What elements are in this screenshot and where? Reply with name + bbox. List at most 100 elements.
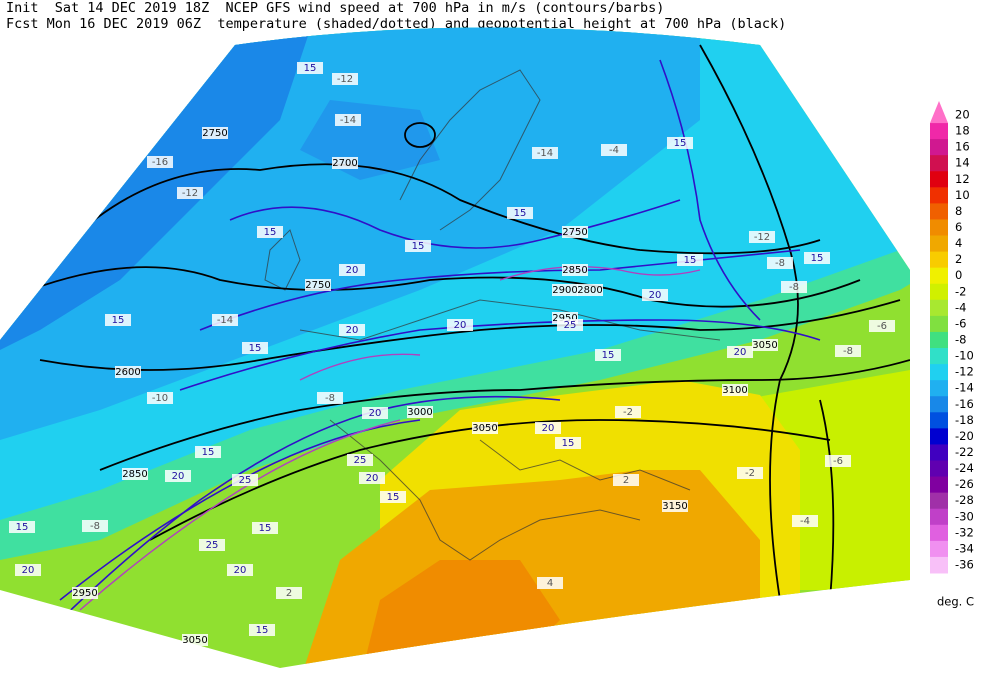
label-box [749, 231, 775, 243]
label-box [752, 339, 778, 351]
map-label: 20 [535, 422, 561, 434]
map-label: 15 [195, 446, 221, 458]
wind-label: 15 [249, 343, 262, 354]
map-label: 20 [15, 564, 41, 576]
map-label: 20 [165, 470, 191, 482]
label-box [249, 624, 275, 636]
map-label: -16 [147, 156, 173, 168]
label-box [332, 157, 358, 169]
map-label: 15 [380, 491, 406, 503]
label-box [532, 147, 558, 159]
colorbar-label: -28 [955, 493, 974, 507]
label-box [535, 422, 561, 434]
map-label: 15 [507, 207, 533, 219]
label-box [537, 577, 563, 589]
map-label: 20 [447, 319, 473, 331]
height-label: 2850 [122, 469, 147, 480]
colorbar-label: 20 [955, 108, 970, 122]
label-box [359, 472, 385, 484]
colorbar-swatch [930, 251, 948, 269]
label-box [737, 467, 763, 479]
label-box [562, 264, 588, 276]
label-box [202, 127, 228, 139]
coastlines [264, 69, 721, 561]
height-label: 2900 [552, 285, 577, 296]
height-label: 3050 [182, 635, 207, 646]
wind-label: 20 [454, 320, 467, 331]
map-label: 25 [557, 319, 583, 331]
label-box [339, 324, 365, 336]
colorbar: 20181614121086420-2-4-6-8-10-12-14-16-18… [930, 100, 974, 609]
label-box [615, 406, 641, 418]
map-label: 15 [257, 226, 283, 238]
label-box [232, 474, 258, 486]
colorbar-swatch [930, 524, 948, 542]
map-label: 15 [252, 522, 278, 534]
height-label: 2950 [72, 588, 97, 599]
wind-label: 20 [542, 423, 555, 434]
map-label: -4 [601, 144, 627, 156]
colorbar-swatch [930, 331, 948, 349]
wind-label: 20 [234, 565, 247, 576]
label-box [9, 521, 35, 533]
colorbar-label: -24 [955, 461, 974, 475]
colorbar-swatch [930, 380, 948, 397]
label-box [642, 289, 668, 301]
wind-label: 15 [387, 492, 400, 503]
label-box [276, 587, 302, 599]
temp-label: -12 [754, 232, 770, 243]
contour [699, 44, 799, 601]
map-label: 3100 [722, 384, 748, 396]
contour [229, 199, 681, 249]
map-label: 2950 [72, 587, 98, 599]
wind-label: 15 [256, 625, 269, 636]
temp-label: -8 [775, 258, 785, 269]
wind-label: 20 [346, 265, 359, 276]
map-label: -8 [82, 520, 108, 532]
temp-label: -8 [789, 282, 799, 293]
height-label: 3000 [407, 407, 432, 418]
wind-label: 15 [811, 253, 824, 264]
label-box [305, 279, 331, 291]
wind-label: 15 [684, 255, 697, 266]
label-box [122, 468, 148, 480]
map-label: 20 [727, 346, 753, 358]
colorbar-swatch [930, 299, 948, 317]
colorbar-label: -10 [955, 349, 974, 363]
temp-label: 2 [623, 475, 629, 486]
label-box [792, 515, 818, 527]
label-box [82, 520, 108, 532]
colorbar-label: -4 [955, 300, 966, 314]
label-box [557, 319, 583, 331]
height-label: 3050 [472, 423, 497, 434]
colorbar-swatch [930, 219, 948, 237]
colorbar-swatch [930, 476, 948, 494]
label-box [339, 264, 365, 276]
map-label: 15 [405, 240, 431, 252]
contour [59, 163, 821, 255]
colorbar-label: -30 [955, 509, 974, 523]
temp-label: 4 [547, 578, 553, 589]
map-label: 3000 [407, 406, 433, 418]
label-box [767, 257, 793, 269]
colorbar-swatch [930, 508, 948, 526]
map-label: 20 [359, 472, 385, 484]
border [299, 299, 721, 341]
label-box [242, 342, 268, 354]
colorbar-label: -26 [955, 477, 974, 491]
header-line: Init Sat 14 DEC 2019 18Z NCEP GFS wind s… [6, 0, 665, 16]
map-label: 4 [537, 577, 563, 589]
map-label: -8 [835, 345, 861, 357]
map-label: -8 [781, 281, 807, 293]
map-label: 15 [105, 314, 131, 326]
colorbar-label: -22 [955, 445, 974, 459]
map-label: 15 [9, 521, 35, 533]
colorbar-swatch [930, 171, 948, 188]
colorbar-label: 8 [955, 204, 962, 218]
height-label: 2750 [202, 128, 227, 139]
colorbar-swatch [930, 139, 948, 156]
label-box [601, 144, 627, 156]
wind-label: 15 [562, 438, 575, 449]
map-label: 2700 [332, 157, 358, 169]
